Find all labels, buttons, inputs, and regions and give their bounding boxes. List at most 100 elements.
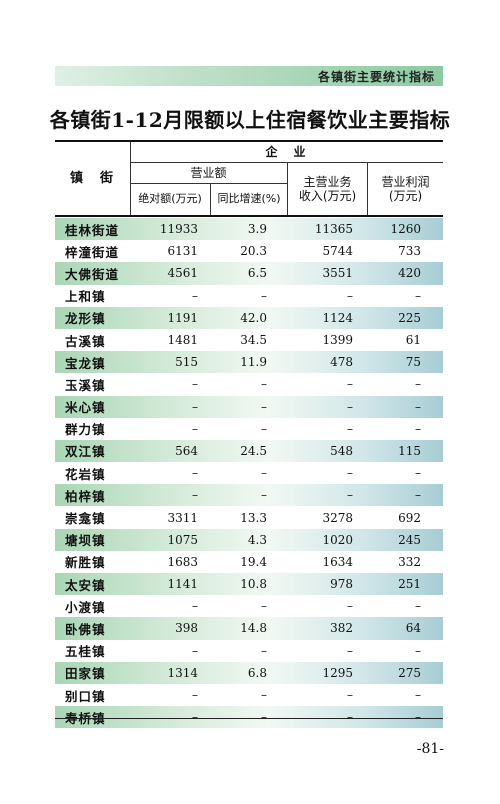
profit-cell: – (415, 466, 421, 481)
town-name-cell: 上和镇 (65, 289, 106, 305)
table-row: 五桂镇 – – – – (55, 640, 443, 662)
town-name-cell: 桂林街道 (65, 222, 120, 238)
revenue-growth-cell: – (261, 643, 267, 658)
town-name-cell: 双江镇 (65, 444, 106, 460)
header-enterprise: 企 业 (265, 145, 308, 159)
main-revenue-cell: 1399 (322, 333, 353, 348)
revenue-growth-cell: 10.8 (240, 577, 267, 592)
table-bottom-rule (55, 718, 443, 719)
main-revenue-cell: – (347, 488, 353, 503)
table-row: 塘坝镇 1075 4.3 1020 245 (55, 528, 443, 551)
revenue-growth-cell: – (261, 466, 267, 481)
main-revenue-cell: – (347, 377, 353, 392)
town-name-cell: 玉溪镇 (65, 377, 106, 393)
main-revenue-cell: 1020 (322, 532, 353, 547)
section-banner-text: 各镇街主要统计指标 (317, 69, 435, 84)
profit-cell: 251 (398, 577, 421, 592)
header-revenue: 营业额 (190, 165, 227, 180)
revenue-abs-cell: 1191 (167, 310, 198, 325)
town-name-cell: 米心镇 (65, 400, 106, 416)
page-title: 各镇街1-12月限额以上住宿餐饮业主要指标 (49, 108, 451, 132)
profit-cell: – (415, 377, 421, 392)
revenue-growth-cell: 3.9 (247, 222, 267, 237)
table-row: 田家镇 1314 6.8 1295 275 (55, 661, 443, 684)
revenue-growth-cell: – (261, 377, 267, 392)
revenue-abs-cell: 1314 (167, 665, 198, 680)
town-name-cell: 古溪镇 (65, 333, 106, 349)
header-abs: 绝对额(万元) (138, 192, 202, 205)
header-profit-line2: (万元) (388, 188, 423, 203)
revenue-abs-cell: 515 (175, 355, 198, 370)
main-revenue-cell: – (347, 688, 353, 703)
revenue-growth-cell: – (210, 710, 287, 724)
table-row: 太安镇 1141 10.8 978 251 (55, 573, 443, 596)
profit-cell: 1260 (390, 222, 421, 237)
main-revenue-cell: 3551 (322, 266, 353, 281)
revenue-growth-cell: – (261, 599, 267, 614)
table-row: 古溪镇 1481 34.5 1399 61 (55, 329, 443, 351)
main-revenue-cell: 1634 (322, 554, 353, 569)
town-name-cell: 群力镇 (65, 422, 106, 438)
town-name-cell: 宝龙镇 (65, 355, 106, 371)
table-row: 宝龙镇 515 11.9 478 75 (55, 351, 443, 374)
profit-cell: 332 (398, 554, 421, 569)
main-revenue-cell: 3278 (322, 510, 353, 525)
table-row: 米心镇 – – – – (55, 395, 443, 418)
revenue-abs-cell: – (130, 710, 210, 724)
table-row: 花岩镇 – – – – (55, 462, 443, 484)
table-row: 新胜镇 1683 19.4 1634 332 (55, 551, 443, 573)
table-row: 梓潼街道 6131 20.3 5744 733 (55, 240, 443, 262)
main-revenue-cell: – (347, 288, 353, 303)
header-profit-line1: 营业利润 (381, 174, 430, 189)
revenue-abs-cell: 564 (175, 443, 198, 458)
revenue-abs-cell: – (192, 688, 198, 703)
main-revenue-cell: 11365 (314, 222, 353, 237)
header-divider (130, 183, 287, 184)
profit-cell: – (415, 421, 421, 436)
profit-cell: 245 (398, 532, 421, 547)
profit-cell: – (415, 643, 421, 658)
revenue-abs-cell: – (192, 599, 198, 614)
revenue-growth-cell: – (261, 288, 267, 303)
table-row: 大佛街道 4561 6.5 3551 420 (55, 262, 443, 285)
table-row: 上和镇 – – – – (55, 285, 443, 307)
section-banner: 各镇街主要统计指标 (55, 66, 443, 86)
main-revenue-cell: 478 (330, 355, 353, 370)
profit-cell: 275 (398, 665, 421, 680)
main-revenue-cell: 1295 (322, 665, 353, 680)
revenue-abs-cell: 4561 (167, 266, 198, 281)
table-body: 桂林街道 11933 3.9 11365 1260 梓潼街道 6131 20.3 5744 733… (55, 218, 443, 729)
revenue-abs-cell: 1481 (167, 333, 198, 348)
town-name-cell: 花岩镇 (65, 466, 106, 482)
table-row: 别口镇 – – – – (55, 684, 443, 706)
header-bottom-rule (55, 215, 443, 217)
profit-cell: 692 (398, 510, 421, 525)
profit-cell: – (415, 399, 421, 414)
town-name-cell: 小渡镇 (65, 599, 106, 615)
table-row: 双江镇 564 24.5 548 115 (55, 439, 443, 463)
revenue-abs-cell: – (192, 421, 198, 436)
header-growth: 同比增速(%) (217, 192, 281, 205)
profit-cell: – (415, 599, 421, 614)
revenue-abs-cell: 1683 (167, 554, 198, 569)
town-name-cell: 梓潼街道 (65, 244, 120, 260)
revenue-growth-cell: 20.3 (240, 244, 267, 259)
table-row: 卧佛镇 398 14.8 382 64 (55, 617, 443, 640)
revenue-abs-cell: 1141 (167, 577, 198, 592)
header-divider (130, 142, 131, 215)
revenue-abs-cell: 398 (175, 621, 198, 636)
header-main-line1: 主营业务 (303, 174, 352, 189)
page-number: -81- (416, 741, 444, 757)
town-name-cell: 田家镇 (65, 666, 106, 682)
header-divider (130, 162, 443, 163)
revenue-abs-cell: 1075 (167, 532, 198, 547)
town-name-cell: 大佛街道 (65, 266, 120, 282)
header-main-revenue: 主营业务 收入(万元) (288, 162, 367, 215)
town-name-cell: 崇龛镇 (65, 511, 106, 527)
table-header: 镇 街 企 业 营业额 绝对额(万元) 同比增速(%) 主营业务 收入(万元) … (55, 142, 443, 215)
revenue-growth-cell: – (261, 688, 267, 703)
revenue-abs-cell: 3311 (167, 510, 198, 525)
revenue-growth-cell: 42.0 (240, 310, 267, 325)
main-revenue-cell: 978 (330, 577, 353, 592)
main-revenue-cell: – (347, 399, 353, 414)
